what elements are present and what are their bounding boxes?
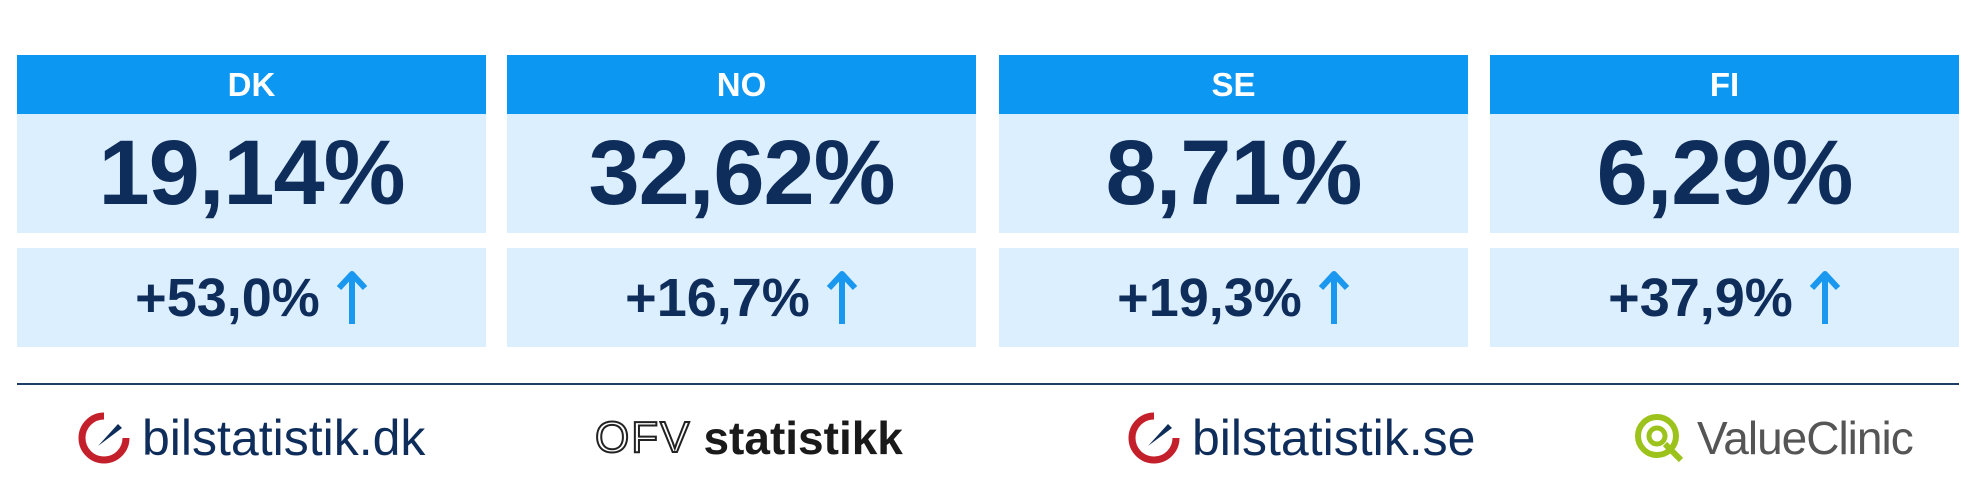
change-row: +53,0%: [17, 248, 486, 347]
share-value: 6,29%: [1490, 114, 1959, 233]
change-value: +16,7%: [625, 267, 810, 328]
logo-icon: [1635, 414, 1684, 463]
logo-icon: [78, 412, 130, 464]
change-value: +19,3%: [1117, 267, 1302, 328]
country-card: DK 19,14% +53,0%: [17, 55, 486, 347]
country-header: NO: [507, 55, 976, 114]
logo-ofv: OFV statistikk: [594, 408, 903, 468]
country-card: SE 8,71% +19,3%: [999, 55, 1468, 347]
country-header: FI: [1490, 55, 1959, 114]
up-arrow: [826, 270, 858, 324]
logo-text: bilstatistik.dk: [142, 410, 426, 466]
country-header: DK: [17, 55, 486, 114]
logo-bilstatistik-dk: bilstatistik.dk: [78, 408, 425, 468]
country-card: FI 6,29% +37,9%: [1490, 55, 1959, 347]
up-arrow: [1318, 270, 1350, 324]
change-value: +53,0%: [135, 267, 320, 328]
up-arrow: [336, 270, 368, 324]
separator: [17, 383, 1959, 385]
change-value: +37,9%: [1608, 267, 1793, 328]
country-header: SE: [999, 55, 1468, 114]
change-row: +37,9%: [1490, 248, 1959, 347]
share-value: 32,62%: [507, 114, 976, 233]
logo-text: bilstatistik.se: [1192, 410, 1476, 466]
change-row: +16,7%: [507, 248, 976, 347]
logo-icon: [1128, 412, 1180, 464]
logo-text: ValueClinic: [1697, 412, 1914, 464]
share-value: 19,14%: [17, 114, 486, 233]
logo-mark: OFV: [594, 412, 692, 463]
logo-bilstatistik-se: bilstatistik.se: [1128, 408, 1475, 468]
logo-text: statistikk: [703, 412, 903, 464]
change-row: +19,3%: [999, 248, 1468, 347]
logo-valueclinic: ValueClinic: [1633, 408, 1914, 468]
share-value: 8,71%: [999, 114, 1468, 233]
country-card: NO 32,62% +16,7%: [507, 55, 976, 347]
up-arrow: [1809, 270, 1841, 324]
